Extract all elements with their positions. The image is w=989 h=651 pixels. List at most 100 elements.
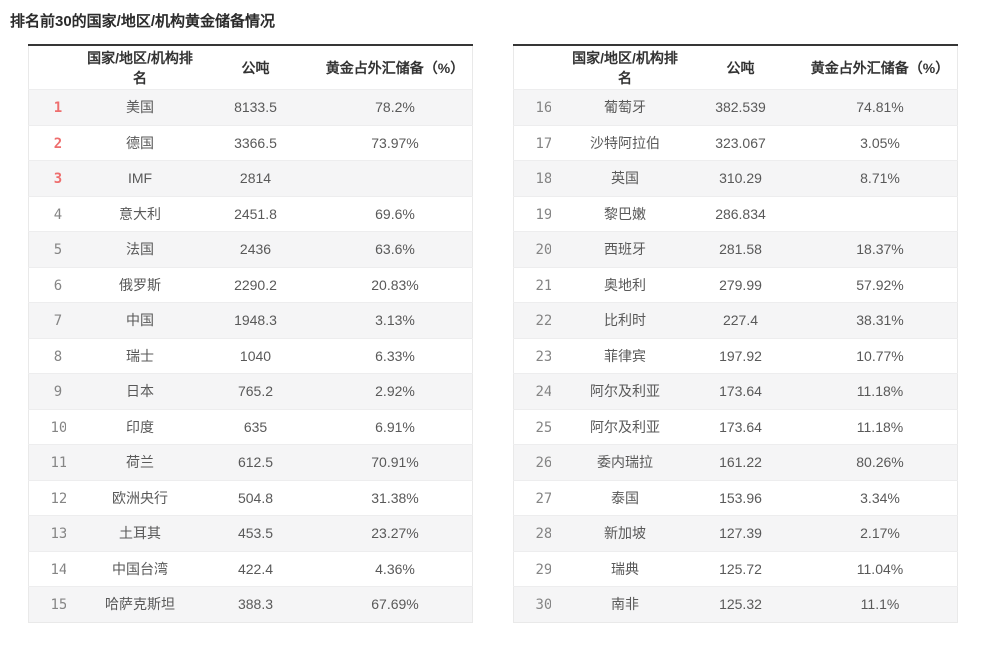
tonnes-cell: 286.834 (715, 205, 766, 222)
table-row: 19 黎巴嫩 286.834 (513, 196, 958, 232)
rank-number: 29 (535, 562, 551, 577)
rank-number: 21 (535, 278, 551, 293)
header-row: 国家/地区/机构排名 公吨 黄金占外汇储备（%） (29, 45, 473, 90)
pct-cell: 70.91% (371, 454, 419, 471)
country-cell: 欧洲央行 (112, 489, 168, 506)
pct-cell: 80.26% (856, 454, 904, 471)
tonnes-cell: 765.2 (237, 383, 274, 400)
table-row: 27 泰国 153.96 3.34% (513, 480, 958, 516)
tonnes-column-header: 公吨 (726, 59, 755, 76)
rank-number: 2 (53, 136, 63, 151)
pct-cell: 3.34% (860, 489, 900, 506)
country-cell: 泰国 (611, 489, 639, 506)
rank-number: 17 (535, 136, 551, 151)
tonnes-cell: 3366.5 (234, 134, 277, 151)
country-cell: 荷兰 (126, 454, 154, 471)
tonnes-cell: 153.96 (719, 489, 762, 506)
country-cell: 中国台湾 (112, 560, 168, 577)
tonnes-cell: 2451.8 (234, 205, 277, 222)
rank-number: 27 (535, 491, 551, 506)
country-cell: 菲律宾 (604, 347, 646, 364)
pct-cell: 69.6% (375, 205, 415, 222)
pct-cell: 78.2% (375, 99, 415, 116)
rank-cell: 15 (29, 587, 88, 623)
rank-column-header (29, 45, 88, 90)
pct-column-header: 黄金占外汇储备（%） (325, 59, 465, 76)
table-row: 30 南非 125.32 11.1% (513, 586, 958, 623)
country-cell: IMF (127, 170, 153, 187)
table-row: 3 IMF 2814 (28, 160, 473, 197)
rank-number: 1 (53, 101, 63, 116)
table-row: 6 俄罗斯 2290.2 20.83% (28, 267, 473, 303)
country-cell: 土耳其 (119, 525, 161, 542)
pct-cell: 2.92% (375, 383, 415, 400)
country-cell: 瑞典 (611, 560, 639, 577)
table-row: 22 比利时 227.4 38.31% (513, 302, 958, 339)
rank-number: 25 (535, 420, 551, 435)
country-cell: 比利时 (604, 312, 646, 329)
pct-cell: 73.97% (371, 134, 419, 151)
table-row: 25 阿尔及利亚 173.64 11.18% (513, 409, 958, 445)
rank-cell: 2 (29, 125, 88, 161)
rank-cell: 4 (29, 196, 88, 232)
country-cell: 黎巴嫩 (604, 205, 646, 222)
tonnes-cell: 388.3 (237, 596, 274, 613)
table-row: 9 日本 765.2 2.92% (28, 373, 473, 409)
rank-cell: 3 (29, 161, 88, 197)
pct-cell: 11.18% (856, 383, 904, 400)
pct-cell: 20.83% (371, 276, 419, 293)
table-row: 17 沙特阿拉伯 323.067 3.05% (513, 125, 958, 161)
country-column-header: 国家/地区/机构排名 (572, 49, 678, 86)
pct-cell (318, 161, 473, 197)
pct-cell: 6.91% (375, 418, 415, 435)
table-row: 20 西班牙 281.58 18.37% (513, 231, 958, 268)
country-cell: 法国 (126, 241, 154, 258)
country-cell: 南非 (611, 596, 639, 613)
table-row: 18 英国 310.29 8.71% (513, 160, 958, 196)
table-row: 11 荷兰 612.5 70.91% (28, 444, 473, 480)
rank-number: 6 (53, 278, 63, 293)
country-cell: 德国 (126, 134, 154, 151)
rank-cell: 25 (514, 409, 573, 445)
rank-cell: 22 (514, 303, 573, 339)
pct-cell: 63.6% (375, 241, 415, 258)
country-cell: 印度 (126, 418, 154, 435)
rank-cell: 20 (514, 232, 573, 268)
page-title: 排名前30的国家/地区/机构黄金储备情况 (10, 13, 276, 30)
pct-cell: 11.18% (856, 418, 904, 435)
country-cell: 西班牙 (604, 241, 646, 258)
country-cell: 哈萨克斯坦 (105, 596, 175, 613)
pct-cell: 2.17% (860, 525, 900, 542)
country-cell: 俄罗斯 (119, 276, 161, 293)
rank-number: 23 (535, 349, 551, 364)
pct-cell: 57.92% (856, 276, 904, 293)
table-body-right: 16 葡萄牙 382.539 74.81% 17 沙特阿拉伯 323.067 3.05% 18 英… (513, 89, 958, 623)
pct-cell: 23.27% (371, 525, 419, 542)
country-cell: 沙特阿拉伯 (590, 134, 660, 151)
rank-cell: 24 (514, 374, 573, 410)
table-body-left: 1 美国 8133.5 78.2% 2 德国 3366.5 73.97% 3 IMF 2814 4 意大… (28, 89, 473, 623)
rank-cell: 30 (514, 587, 573, 623)
rank-number: 19 (535, 207, 551, 222)
table-header-right: 国家/地区/机构排名 公吨 黄金占外汇储备（%） (514, 45, 958, 90)
tonnes-cell: 2814 (239, 170, 272, 187)
tonnes-cell: 161.22 (719, 454, 762, 471)
tonnes-cell: 8133.5 (234, 99, 277, 116)
rank-number: 28 (535, 527, 551, 542)
table-row: 8 瑞士 1040 6.33% (28, 338, 473, 374)
country-cell: 中国 (126, 312, 154, 329)
rank-number: 24 (535, 385, 551, 400)
rank-cell: 17 (514, 125, 573, 161)
country-cell: 葡萄牙 (604, 99, 646, 116)
tonnes-cell: 1948.3 (234, 312, 277, 329)
pct-cell: 3.13% (375, 312, 415, 329)
tonnes-cell: 2436 (239, 241, 272, 258)
rank-number: 14 (50, 562, 66, 577)
tonnes-cell: 281.58 (719, 241, 762, 258)
rank-number: 13 (50, 527, 66, 542)
rank-number: 11 (50, 456, 66, 471)
table-row: 10 印度 635 6.91% (28, 409, 473, 445)
country-cell: 瑞士 (126, 347, 154, 364)
rank-number: 15 (50, 598, 66, 613)
rank-cell: 27 (514, 480, 573, 516)
